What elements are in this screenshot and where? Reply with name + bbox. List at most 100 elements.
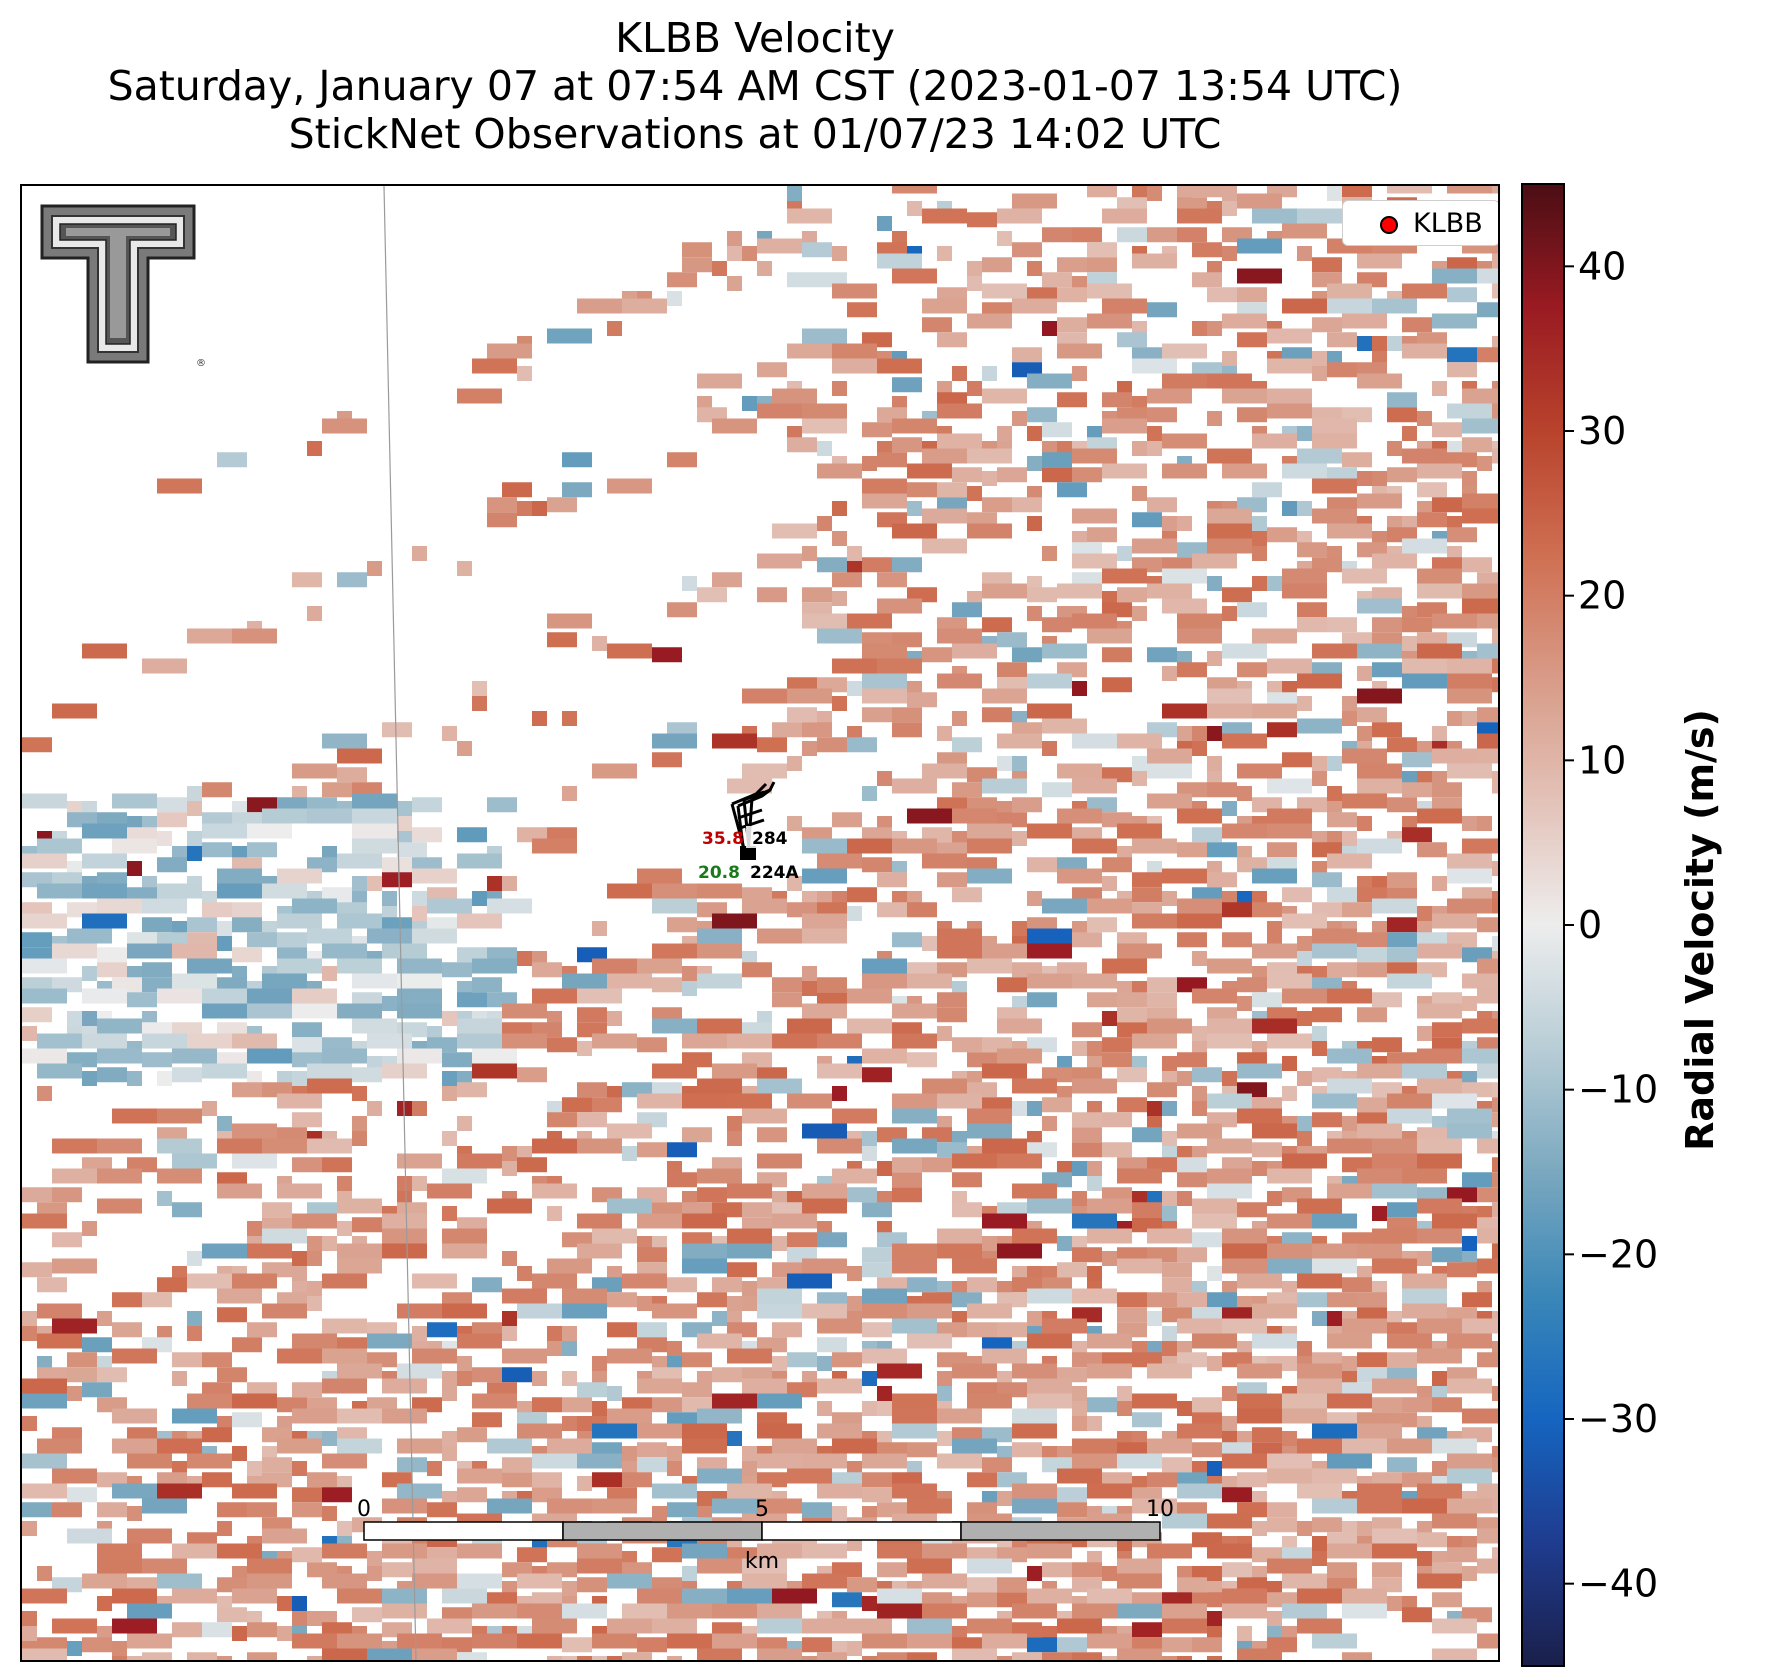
velocity-pixel: [487, 512, 517, 528]
velocity-pixel: [652, 647, 682, 663]
velocity-pixel: [547, 1656, 562, 1660]
velocity-pixel: [832, 283, 877, 299]
velocity-pixel: [232, 1123, 277, 1139]
velocity-pixel: [1207, 373, 1252, 389]
velocity-pixel: [637, 1142, 667, 1158]
velocity-pixel: [1492, 1243, 1498, 1259]
velocity-pixel: [1357, 932, 1387, 948]
velocity-pixel: [1477, 1258, 1498, 1274]
velocity-pixel: [1342, 1652, 1372, 1660]
velocity-pixel: [352, 1086, 367, 1101]
velocity-pixel: [1462, 711, 1477, 726]
velocity-pixel: [967, 1558, 1012, 1574]
velocity-pixel: [1027, 1378, 1072, 1394]
velocity-pixel: [577, 1453, 622, 1469]
velocity-pixel: [1087, 917, 1117, 933]
velocity-pixel: [1117, 1386, 1132, 1401]
velocity-pixel: [802, 981, 817, 996]
velocity-pixel: [142, 1292, 172, 1308]
velocity-pixel: [757, 1543, 802, 1559]
velocity-pixel: [712, 1498, 757, 1514]
velocity-pixel: [1102, 647, 1132, 663]
velocity-pixel: [1117, 1603, 1162, 1619]
velocity-pixel: [967, 1393, 1012, 1409]
velocity-pixel: [1462, 1408, 1498, 1424]
velocity-pixel: [1237, 1363, 1282, 1379]
velocity-pixel: [97, 962, 127, 978]
velocity-pixel: [907, 1652, 937, 1660]
velocity-pixel: [292, 1408, 337, 1424]
velocity-pixel: [802, 1543, 847, 1559]
velocity-pixel: [532, 988, 577, 1004]
velocity-pixel: [1357, 816, 1372, 831]
velocity-pixel: [1162, 1341, 1177, 1356]
velocity-pixel: [1177, 1483, 1222, 1499]
velocity-pixel: [1342, 1116, 1357, 1131]
velocity-pixel: [1147, 977, 1177, 993]
velocity-pixel: [1312, 1243, 1357, 1259]
velocity-pixel: [322, 733, 367, 749]
velocity-pixel: [577, 1041, 592, 1056]
velocity-pixel: [1147, 407, 1177, 423]
velocity-pixel: [187, 628, 232, 644]
velocity-pixel: [1222, 1562, 1252, 1578]
velocity-pixel: [1387, 737, 1417, 753]
velocity-pixel: [637, 1423, 682, 1439]
velocity-pixel: [1492, 1112, 1498, 1128]
velocity-pixel: [697, 1168, 742, 1184]
velocity-pixel: [502, 1457, 532, 1473]
velocity-pixel: [1462, 557, 1492, 573]
velocity-pixel: [1177, 1157, 1207, 1173]
velocity-pixel: [1372, 617, 1402, 633]
velocity-pixel: [502, 1311, 517, 1326]
velocity-pixel: [337, 913, 382, 929]
velocity-pixel: [1447, 763, 1492, 779]
velocity-pixel: [97, 1168, 142, 1184]
velocity-pixel: [187, 1033, 232, 1049]
velocity-pixel: [1282, 223, 1327, 239]
velocity-pixel: [1177, 1172, 1207, 1188]
velocity-pixel: [82, 913, 127, 929]
velocity-pixel: [1117, 227, 1147, 243]
velocity-pixel: [292, 1251, 307, 1266]
velocity-pixel: [562, 1303, 607, 1319]
velocity-pixel: [1102, 392, 1132, 408]
velocity-pixel: [787, 437, 817, 453]
velocity-pixel: [1282, 463, 1327, 479]
velocity-pixel: [502, 1348, 547, 1364]
velocity-pixel: [112, 1322, 142, 1338]
velocity-pixel: [712, 1393, 757, 1409]
velocity-pixel: [622, 1273, 667, 1289]
velocity-pixel: [757, 553, 802, 569]
velocity-pixel: [802, 546, 817, 561]
velocity-pixel: [592, 1656, 607, 1660]
velocity-pixel: [862, 493, 907, 509]
velocity-pixel: [877, 358, 922, 374]
velocity-pixel: [1282, 1408, 1327, 1424]
velocity-pixel: [1342, 568, 1387, 584]
velocity-pixel: [1117, 733, 1162, 749]
velocity-pixel: [547, 632, 577, 648]
velocity-pixel: [1237, 1648, 1282, 1660]
velocity-pixel: [187, 831, 202, 846]
velocity-pixel: [337, 1221, 352, 1236]
velocity-pixel: [982, 1213, 1027, 1229]
velocity-pixel: [1222, 733, 1267, 749]
velocity-pixel: [112, 793, 157, 809]
radar-map[interactable]: ® 35.8 284 20.8 224A 0 5 1: [20, 184, 1500, 1662]
velocity-pixel: [307, 808, 352, 824]
velocity-pixel: [157, 1138, 202, 1154]
velocity-pixel: [1177, 1292, 1207, 1308]
velocity-pixel: [397, 842, 427, 858]
velocity-pixel: [577, 1138, 622, 1154]
velocity-pixel: [1387, 336, 1402, 351]
velocity-pixel: [877, 872, 907, 888]
velocity-pixel: [217, 1543, 262, 1559]
velocity-pixel: [457, 741, 472, 756]
velocity-pixel: [157, 857, 187, 873]
velocity-pixel: [22, 1588, 67, 1604]
velocity-pixel: [277, 913, 322, 929]
velocity-pixel: [1132, 887, 1162, 903]
velocity-pixel: [1072, 613, 1117, 629]
